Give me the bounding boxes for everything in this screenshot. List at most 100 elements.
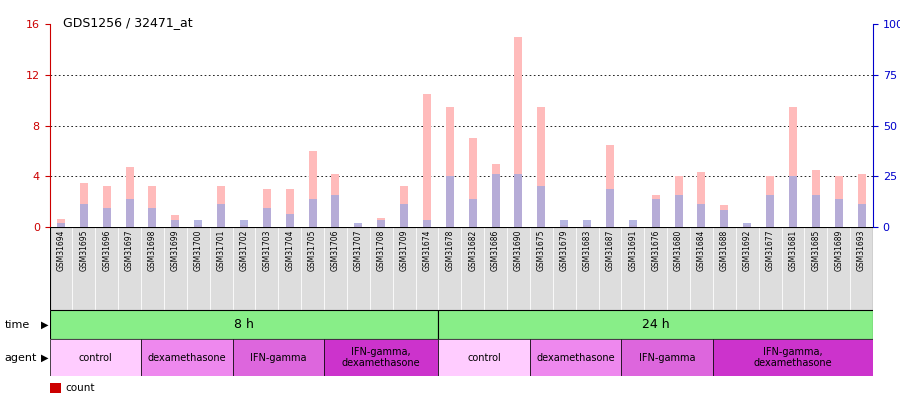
Text: GSM31679: GSM31679 — [560, 229, 569, 271]
Bar — [812, 170, 820, 227]
Bar — [141, 227, 164, 310]
Bar — [805, 227, 827, 310]
Text: agent: agent — [4, 353, 37, 362]
Bar — [285, 189, 293, 227]
Bar — [766, 195, 774, 227]
Bar — [103, 208, 111, 227]
Bar — [309, 151, 317, 227]
Bar — [743, 223, 752, 227]
Text: GSM31677: GSM31677 — [766, 229, 775, 271]
Bar — [141, 339, 232, 376]
Bar — [515, 37, 522, 227]
Bar — [57, 223, 65, 227]
Bar — [263, 208, 271, 227]
Bar — [652, 199, 660, 227]
Text: GSM31685: GSM31685 — [811, 229, 820, 271]
Bar — [537, 186, 545, 227]
Bar — [858, 174, 866, 227]
Text: GSM31691: GSM31691 — [628, 229, 637, 271]
Bar — [72, 227, 95, 310]
Text: GSM31680: GSM31680 — [674, 229, 683, 271]
Text: GSM31681: GSM31681 — [788, 229, 797, 271]
Bar — [423, 94, 431, 227]
Bar — [232, 339, 324, 376]
Bar — [164, 227, 187, 310]
Text: ▶: ▶ — [40, 353, 48, 362]
Bar — [789, 176, 796, 227]
Bar — [278, 227, 302, 310]
Bar — [80, 183, 88, 227]
Bar — [537, 107, 545, 227]
Text: GSM31674: GSM31674 — [422, 229, 431, 271]
Bar — [629, 220, 637, 227]
Bar — [644, 227, 667, 310]
Text: GSM31686: GSM31686 — [491, 229, 500, 271]
Bar — [766, 176, 774, 227]
Bar — [850, 227, 873, 310]
Text: GSM31687: GSM31687 — [606, 229, 615, 271]
Text: count: count — [66, 383, 95, 393]
Bar — [713, 227, 736, 310]
Bar — [126, 199, 133, 227]
Text: 24 h: 24 h — [642, 318, 670, 331]
Text: GSM31682: GSM31682 — [468, 229, 477, 271]
Bar — [171, 220, 179, 227]
Text: GSM31684: GSM31684 — [697, 229, 706, 271]
Text: GSM31705: GSM31705 — [308, 229, 317, 271]
Bar — [736, 227, 759, 310]
Bar — [621, 227, 644, 310]
Bar — [232, 227, 256, 310]
Text: control: control — [78, 353, 112, 362]
Bar — [423, 220, 431, 227]
Bar — [606, 189, 614, 227]
Bar — [720, 210, 728, 227]
Bar — [324, 339, 438, 376]
Text: GDS1256 / 32471_at: GDS1256 / 32471_at — [63, 16, 193, 29]
Bar — [438, 227, 462, 310]
Bar — [491, 164, 500, 227]
Bar — [377, 218, 385, 227]
Bar — [560, 220, 568, 227]
Bar — [118, 227, 141, 310]
Bar — [438, 310, 873, 339]
Text: IFN-gamma,
dexamethasone: IFN-gamma, dexamethasone — [753, 347, 832, 369]
Bar — [530, 339, 621, 376]
Bar — [812, 195, 820, 227]
Bar — [194, 225, 202, 227]
Text: GSM31693: GSM31693 — [857, 229, 866, 271]
Text: GSM31698: GSM31698 — [148, 229, 157, 271]
Text: 8 h: 8 h — [234, 318, 254, 331]
Bar — [355, 223, 363, 227]
Bar — [263, 189, 271, 227]
Bar — [667, 227, 690, 310]
Bar — [95, 227, 118, 310]
Bar — [469, 199, 477, 227]
Bar — [331, 195, 339, 227]
Text: dexamethasone: dexamethasone — [536, 353, 615, 362]
Text: GSM31707: GSM31707 — [354, 229, 363, 271]
Bar — [217, 186, 225, 227]
Bar — [690, 227, 713, 310]
Bar — [324, 227, 346, 310]
Text: IFN-gamma: IFN-gamma — [250, 353, 307, 362]
Bar — [171, 215, 179, 227]
Text: GSM31702: GSM31702 — [239, 229, 248, 271]
Bar — [355, 225, 363, 227]
Bar — [446, 176, 454, 227]
Bar — [309, 199, 317, 227]
Text: GSM31675: GSM31675 — [536, 229, 545, 271]
Bar — [652, 195, 660, 227]
Bar — [446, 107, 454, 227]
Bar — [302, 227, 324, 310]
Bar — [583, 220, 591, 227]
Bar — [50, 227, 72, 310]
Bar — [698, 173, 706, 227]
Bar — [57, 219, 65, 227]
Bar — [743, 225, 752, 227]
Bar — [598, 227, 621, 310]
Bar — [759, 227, 781, 310]
Bar — [560, 225, 568, 227]
Bar — [720, 205, 728, 227]
Bar — [834, 199, 842, 227]
Bar — [370, 227, 392, 310]
